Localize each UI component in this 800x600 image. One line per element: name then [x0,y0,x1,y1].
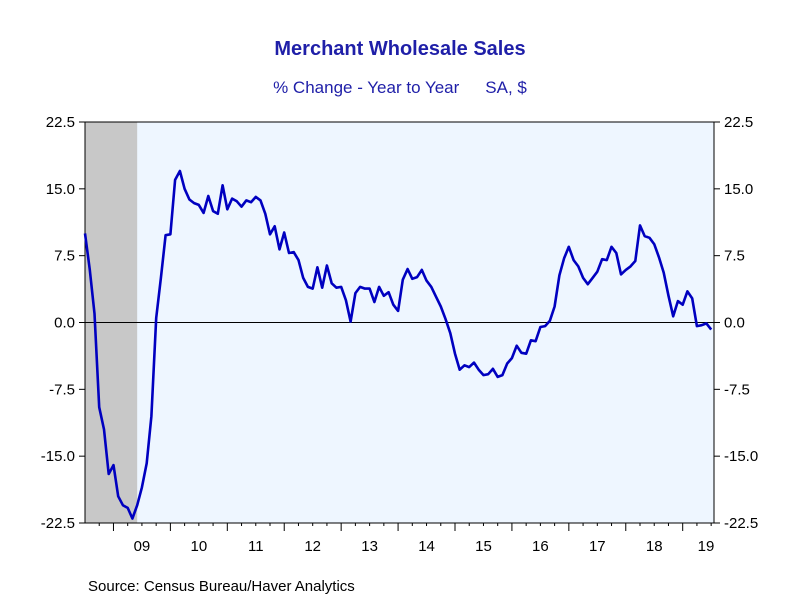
x-tick-label: 10 [191,538,208,555]
x-tick-label: 12 [304,538,321,555]
x-tick-label: 11 [248,538,264,555]
y-tick-label-left: -22.5 [41,515,75,532]
y-tick-label-left: 0.0 [54,315,75,332]
y-tick-label-right: 7.5 [724,248,745,265]
y-tick-label-left: -15.0 [41,448,75,465]
y-tick-label-right: 22.5 [724,114,753,131]
x-tick-label: 16 [532,538,549,555]
series-line [83,169,713,520]
y-tick-label-right: -15.0 [724,448,758,465]
y-tick-label-left: 7.5 [54,248,75,265]
y-tick-label-right: -22.5 [724,515,758,532]
x-tick-label: 19 [698,538,715,555]
chart-title: Merchant Wholesale Sales [274,38,526,60]
subtitle-left: % Change - Year to Year [273,78,460,97]
y-tick-label-left: 22.5 [46,114,75,131]
subtitle-right: SA, $ [485,78,527,97]
y-tick-label-right: 0.0 [724,315,745,332]
x-tick-label: 09 [134,538,151,555]
y-tick-label-left: -7.5 [49,381,75,398]
x-tick-label: 14 [418,538,435,555]
y-tick-label-right: -7.5 [724,381,750,398]
x-tick-label: 13 [361,538,378,555]
x-tick-label: 18 [646,538,663,555]
source-note: Source: Census Bureau/Haver Analytics [88,578,355,595]
y-tick-label-left: 15.0 [46,181,75,198]
x-tick-label: 15 [475,538,492,555]
x-tick-label: 17 [589,538,606,555]
chart-subtitle: % Change - Year to Year SA, $ [0,78,800,98]
y-tick-label-right: 15.0 [724,181,753,198]
